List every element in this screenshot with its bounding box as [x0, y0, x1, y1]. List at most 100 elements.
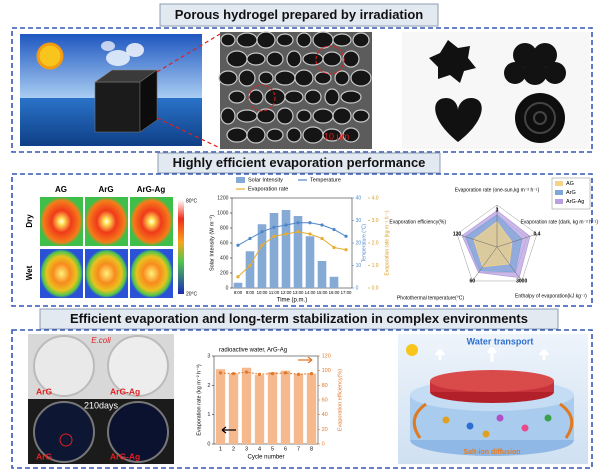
- legend-label: Temperature: [310, 177, 341, 183]
- point: [296, 230, 300, 234]
- bar: [293, 216, 303, 288]
- x-tick-label: 1: [219, 446, 222, 452]
- tick-label: 200: [220, 270, 229, 276]
- pore: [220, 107, 236, 125]
- tick-label: 120: [322, 353, 331, 359]
- radar-max-label: 3: [496, 207, 499, 213]
- row-label: Wet: [25, 265, 34, 280]
- bar: [306, 373, 317, 444]
- legend-swatch: [555, 181, 563, 186]
- tick-label: 100: [322, 368, 331, 374]
- legend-swatch: [555, 199, 563, 204]
- hydrogel-photo: [402, 32, 590, 149]
- x-tick-label: 14:00: [305, 290, 316, 295]
- pore: [322, 128, 342, 142]
- pore: [276, 107, 294, 125]
- x-tick-label: 16:00: [329, 290, 340, 295]
- point: [296, 372, 301, 376]
- section-frame: [11, 329, 593, 469]
- radar-max-label: 3000: [516, 278, 527, 284]
- pore: [302, 126, 324, 144]
- pore: [312, 108, 334, 124]
- thermal-image: [130, 249, 173, 298]
- section-frame: [11, 173, 593, 307]
- pore: [324, 88, 340, 106]
- tick-label: 2: [207, 383, 210, 389]
- point: [320, 236, 324, 241]
- pore: [296, 32, 312, 48]
- x-tick-label: 5: [271, 446, 274, 452]
- tick-label: 0: [322, 441, 325, 447]
- pore: [340, 90, 362, 104]
- radar-max-label: 0.4: [533, 231, 540, 237]
- thermal-image: [85, 197, 128, 246]
- tick-label: 0: [207, 441, 210, 447]
- zoom-line: [156, 117, 221, 149]
- pore: [294, 69, 314, 87]
- point: [231, 372, 236, 376]
- pore: [228, 90, 246, 104]
- bar: [280, 370, 291, 444]
- section-title: Porous hydrogel prepared by irradiation: [175, 7, 424, 22]
- bar: [215, 369, 226, 444]
- radar-area: [473, 221, 513, 268]
- point: [260, 243, 264, 247]
- dish-label: ArG-Ag: [110, 386, 140, 396]
- section-title: Efficient evaporation and long-term stab…: [70, 311, 528, 326]
- bar: [281, 210, 291, 288]
- pore: [334, 70, 350, 86]
- tick-label: 40: [356, 195, 362, 201]
- x-tick-label: 11:00: [269, 290, 280, 295]
- pore: [332, 107, 352, 125]
- point: [257, 372, 262, 376]
- tick-label: 20: [356, 240, 362, 246]
- tick-label: 0: [356, 285, 359, 291]
- point: [308, 232, 312, 236]
- column-label: AG: [55, 185, 67, 194]
- pore: [236, 32, 258, 48]
- radar-axis-label: Enthalpy of evaporation(kJ kg⁻¹): [515, 293, 587, 299]
- pore: [352, 109, 370, 123]
- tick-label: 4.0: [372, 195, 379, 201]
- sem-image: [218, 31, 372, 149]
- scale-bar-label: 10 μm: [324, 131, 349, 141]
- pore: [304, 89, 322, 105]
- colorbar-label: 80°C: [186, 198, 198, 204]
- x-tick-label: 12:00: [281, 290, 292, 295]
- line: [237, 222, 347, 246]
- point: [284, 232, 288, 236]
- pore: [296, 109, 312, 123]
- pore: [314, 71, 332, 85]
- bar: [241, 367, 252, 444]
- x-tick-label: 3: [245, 446, 248, 452]
- evaporator-diagram: [398, 334, 588, 464]
- radar-ring: [456, 204, 538, 282]
- pore: [226, 50, 248, 68]
- chart-title: radioactive water, ArG-Ag: [219, 348, 287, 354]
- point: [272, 234, 276, 238]
- point: [332, 227, 336, 232]
- x-tick-label: 13:00: [293, 290, 304, 295]
- x-tick-label: 2: [232, 446, 235, 452]
- pore: [246, 126, 266, 144]
- pore: [284, 90, 304, 104]
- radar-axis-label: Photothermal temperature(°C): [397, 295, 464, 301]
- x-tick-label: 4: [258, 446, 261, 452]
- pore: [258, 71, 274, 85]
- pore: [226, 127, 248, 143]
- pore: [350, 69, 372, 87]
- bar: [245, 251, 255, 288]
- pore: [286, 127, 302, 143]
- header-box: [159, 3, 439, 27]
- point: [218, 371, 223, 375]
- tick-label: 1200: [217, 195, 228, 201]
- axis-label: Evaporation efficiency(%): [337, 369, 343, 431]
- colorbar-label: 20°C: [186, 291, 198, 297]
- dish-label: ArG: [36, 386, 52, 396]
- point: [236, 243, 240, 247]
- tick-label: 1.0: [372, 263, 379, 269]
- point: [284, 223, 288, 227]
- tick-label: 2.0: [372, 240, 379, 246]
- radar-axis-label: Evaporation efficiency(%): [389, 219, 446, 225]
